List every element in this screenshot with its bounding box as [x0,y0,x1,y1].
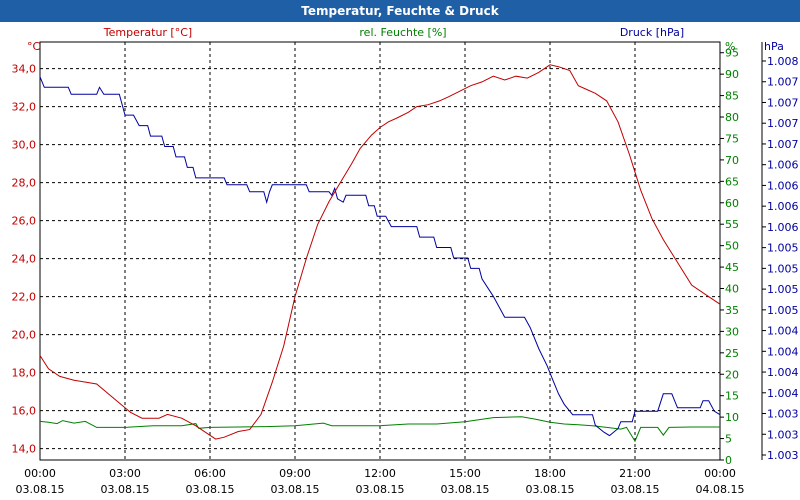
pressure-tick-label: 1.004 [767,387,799,400]
pressure-tick-label: 1.006 [767,200,799,213]
humidity-axis-title: rel. Feuchte [%] [359,26,446,39]
time-tick-label: 15:00 [449,467,481,480]
temperature-tick-label: 24,0 [12,253,37,266]
window-title: Temperatur, Feuchte & Druck [0,0,800,22]
temperature-tick-label: 18,0 [12,367,37,380]
time-tick-label: 00:00 [704,467,736,480]
pressure-tick-label: 1.007 [767,138,799,151]
humidity-tick-label: 35 [725,304,739,317]
time-tick-label: 12:00 [364,467,396,480]
date-tick-label: 03.08.15 [101,483,150,496]
time-tick-label: 03:00 [109,467,141,480]
humidity-tick-label: 30 [725,325,739,338]
humidity-tick-label: 85 [725,90,739,103]
humidity-tick-label: 60 [725,197,739,210]
temperature-tick-label: 34,0 [12,63,37,76]
pressure-tick-label: 1.006 [767,179,799,192]
humidity-tick-label: 70 [725,154,739,167]
humidity-tick-label: 5 [725,433,732,446]
pressure-tick-label: 1.007 [767,117,799,130]
pressure-axis-title: Druck [hPa] [620,26,684,39]
humidity-tick-label: 80 [725,111,739,124]
pressure-tick-label: 1.003 [767,449,799,462]
temperature-unit-label: °C [27,40,41,53]
time-tick-label: 09:00 [279,467,311,480]
humidity-tick-label: 15 [725,390,739,403]
temperature-axis-title: Temperatur [°C] [103,26,192,39]
time-tick-label: 00:00 [24,467,56,480]
time-tick-label: 21:00 [619,467,651,480]
date-tick-label: 03.08.15 [441,483,490,496]
pressure-tick-label: 1.005 [767,283,799,296]
pressure-series-line [39,76,721,437]
temperature-tick-label: 20,0 [12,329,37,342]
pressure-tick-label: 1.007 [767,96,799,109]
time-tick-label: 06:00 [194,467,226,480]
temperature-tick-label: 32,0 [12,101,37,114]
humidity-tick-label: 0 [725,454,732,467]
humidity-tick-label: 25 [725,347,739,360]
temperature-tick-label: 30,0 [12,139,37,152]
humidity-tick-label: 10 [725,411,739,424]
temperature-tick-label: 14,0 [12,443,37,456]
date-tick-label: 03.08.15 [526,483,575,496]
pressure-tick-label: 1.005 [767,242,799,255]
pressure-tick-label: 1.005 [767,262,799,275]
humidity-tick-label: 50 [725,240,739,253]
temperature-tick-label: 22,0 [12,291,37,304]
time-tick-label: 18:00 [534,467,566,480]
plot-area-border [39,41,721,461]
date-tick-label: 03.08.15 [271,483,320,496]
chart: °C Temperatur [°C] rel. Feuchte [%] Druc… [12,26,799,496]
temperature-tick-label: 28,0 [12,177,37,190]
humidity-series-line [39,416,720,443]
date-tick-label: 03.08.15 [186,483,235,496]
humidity-tick-label: 55 [725,218,739,231]
pressure-tick-labels: 1.003 1.003 1.003 1.004 1.004 1.004 1.004 1.005… [762,55,799,462]
humidity-tick-label: 90 [725,68,739,81]
temperature-tick-label: 16,0 [12,405,37,418]
pressure-tick-label: 1.007 [767,76,799,89]
humidity-tick-label: 65 [725,175,739,188]
pressure-tick-label: 1.006 [767,159,799,172]
chart-grid [40,42,720,460]
pressure-tick-label: 1.004 [767,366,799,379]
humidity-tick-label: 75 [725,132,739,145]
temperature-tick-labels: 14,0 16,0 18,0 20,0 22,0 24,0 26,0 28,0 30,0 32,0… [12,63,37,456]
humidity-tick-label: 40 [725,283,739,296]
humidity-tick-labels: 0 5 10 15 20 25 30 35 40 45 50 55 60 65 70 75 80 85 90 95 [720,47,739,467]
pressure-tick-label: 1.004 [767,345,799,358]
date-tick-label: 03.08.15 [611,483,660,496]
date-tick-label: 03.08.15 [356,483,405,496]
pressure-unit-label: hPa [764,40,784,53]
temperature-tick-label: 26,0 [12,215,37,228]
humidity-tick-label: 95 [725,47,739,60]
pressure-tick-label: 1.003 [767,428,799,441]
temperature-series-line [39,64,721,440]
pressure-tick-label: 1.006 [767,221,799,234]
time-tick-labels: 00:00 03.08.15 03:00 03.08.15 06:00 03.08.15 0… [16,467,745,496]
humidity-unit-label: % [725,40,735,53]
pressure-tick-label: 1.008 [767,55,799,68]
humidity-tick-label: 20 [725,368,739,381]
pressure-tick-label: 1.003 [767,408,799,421]
pressure-tick-label: 1.005 [767,304,799,317]
humidity-tick-label: 45 [725,261,739,274]
date-tick-label: 03.08.15 [16,483,65,496]
pressure-tick-label: 1.004 [767,325,799,338]
date-tick-label: 04.08.15 [696,483,745,496]
